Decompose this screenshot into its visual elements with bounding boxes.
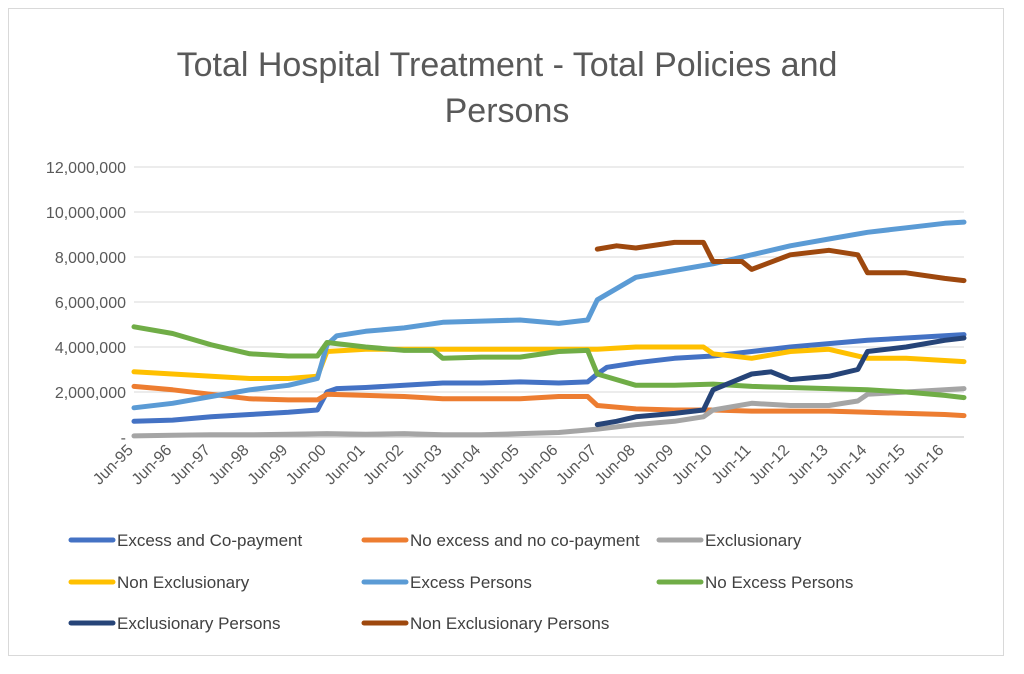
legend-item: Excess and Co-payment xyxy=(68,531,302,550)
x-tick-label: Jun-15 xyxy=(862,442,909,489)
series-line xyxy=(131,332,967,424)
legend-item: Non Exclusionary Persons xyxy=(361,614,609,633)
x-tick-label: Jun-16 xyxy=(901,442,948,489)
chart-title-line-2: Persons xyxy=(445,92,570,130)
line-chart: Total Hospital Treatment - Total Policie… xyxy=(46,46,967,633)
series-line xyxy=(131,324,967,401)
x-axis-ticks: Jun-95Jun-96Jun-97Jun-98Jun-99Jun-00Jun-… xyxy=(90,442,947,489)
x-tick-label: Jun-07 xyxy=(553,442,600,489)
legend-item: Non Exclusionary xyxy=(68,573,250,592)
legend-label: Exclusionary xyxy=(705,531,802,550)
legend-label: No Excess Persons xyxy=(705,573,853,592)
legend-label: Exclusionary Persons xyxy=(117,614,280,633)
series-line xyxy=(594,239,967,284)
legend-label: Non Exclusionary xyxy=(117,573,250,592)
legend-label: No excess and no co-payment xyxy=(410,531,640,550)
x-tick-label: Jun-04 xyxy=(438,442,485,489)
legend: Excess and Co-payment No excess and no co… xyxy=(68,531,853,633)
x-tick-label: Jun-99 xyxy=(245,442,292,489)
x-tick-label: Jun-95 xyxy=(90,442,137,489)
y-tick-label: 2,000,000 xyxy=(55,385,126,402)
x-tick-label: Jun-12 xyxy=(746,442,793,489)
legend-item: Exclusionary Persons xyxy=(68,614,280,633)
x-tick-label: Jun-05 xyxy=(476,442,523,489)
series-lines xyxy=(131,219,967,439)
series-line xyxy=(131,219,967,411)
legend-label: Excess and Co-payment xyxy=(117,531,302,550)
y-tick-label: - xyxy=(121,430,126,447)
x-tick-label: Jun-10 xyxy=(669,442,716,489)
x-tick-label: Jun-11 xyxy=(709,442,755,488)
legend-item: Excess Persons xyxy=(361,573,532,592)
x-tick-label: Jun-98 xyxy=(206,442,253,489)
x-tick-label: Jun-06 xyxy=(515,442,562,489)
x-tick-label: Jun-00 xyxy=(283,442,330,489)
x-tick-label: Jun-08 xyxy=(592,442,639,489)
x-tick-label: Jun-01 xyxy=(322,442,369,489)
legend-label: Non Exclusionary Persons xyxy=(410,614,609,633)
legend-item: No Excess Persons xyxy=(656,573,853,592)
legend-item: Exclusionary xyxy=(656,531,802,550)
x-tick-label: Jun-97 xyxy=(167,442,214,489)
legend-label: Excess Persons xyxy=(410,573,532,592)
x-tick-label: Jun-96 xyxy=(129,442,176,489)
y-axis-ticks: - 2,000,000 4,000,000 6,000,000 8,000,000 10,… xyxy=(46,160,126,447)
x-tick-label: Jun-09 xyxy=(631,442,678,489)
y-tick-label: 12,000,000 xyxy=(46,160,126,177)
y-tick-label: 10,000,000 xyxy=(46,205,126,222)
series-line xyxy=(131,383,967,419)
series-line xyxy=(131,386,967,439)
x-tick-label: Jun-13 xyxy=(785,442,832,489)
y-tick-label: 8,000,000 xyxy=(55,250,126,267)
x-tick-label: Jun-03 xyxy=(399,442,446,489)
x-tick-label: Jun-14 xyxy=(824,442,871,489)
legend-item: No excess and no co-payment xyxy=(361,531,640,550)
x-tick-label: Jun-02 xyxy=(360,442,407,489)
chart-frame: Total Hospital Treatment - Total Policie… xyxy=(8,8,1004,656)
y-tick-label: 6,000,000 xyxy=(55,295,126,312)
y-tick-label: 4,000,000 xyxy=(55,340,126,357)
series-line xyxy=(594,335,967,428)
chart-title-line-1: Total Hospital Treatment - Total Policie… xyxy=(177,46,838,84)
